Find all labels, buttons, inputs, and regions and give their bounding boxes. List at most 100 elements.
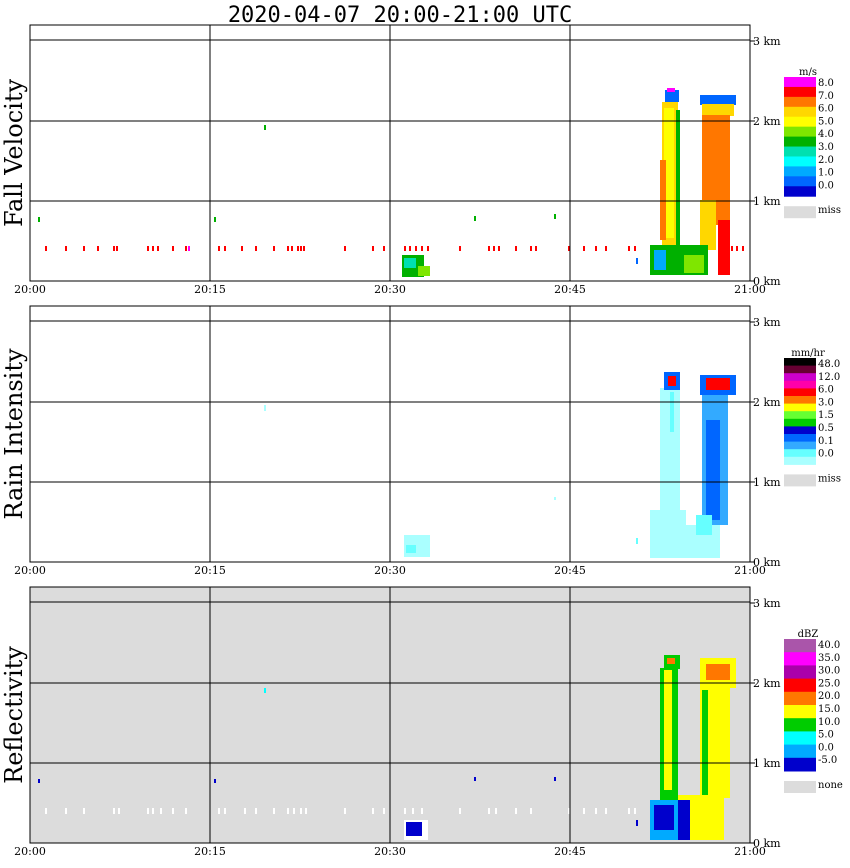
fallspeed-speckle — [116, 246, 118, 251]
panel-1: 0 km 1 km 2 km 3 km 20:00 20:15 20:30 20:45 21:0… — [0, 305, 841, 577]
fallspeed-speckle — [568, 246, 570, 251]
reflectivity-speckle — [383, 808, 385, 814]
fallspeed-speckle — [554, 214, 556, 219]
fallspeed-speckle — [583, 246, 585, 251]
column-1-base — [654, 250, 666, 270]
colorbar-swatch — [784, 380, 816, 389]
colorbar-label: -5.0 — [818, 755, 837, 766]
time-tick-label: 20:15 — [194, 845, 226, 858]
plot-frame — [29, 305, 751, 563]
column-2-base — [684, 255, 704, 273]
reflectivity-speckle — [287, 808, 289, 814]
column-2-top — [702, 104, 734, 116]
reflectivity-speckle — [172, 808, 174, 814]
height-tick-label: 0 km — [753, 556, 781, 569]
reflectivity-speckle — [515, 808, 517, 814]
time-tick-label: 21:00 — [734, 845, 766, 858]
fallspeed-speckle — [185, 246, 187, 251]
colorbar-swatch — [784, 757, 816, 772]
reflectivity-speckle — [412, 808, 414, 814]
fallspeed-speckle — [488, 246, 490, 251]
reflectivity-speckle — [113, 808, 115, 814]
column-1-top — [667, 658, 675, 664]
colorbar-swatch — [784, 731, 816, 746]
colorbar-label: 6.0 — [818, 104, 834, 115]
reflectivity-speckle — [244, 808, 246, 814]
column-1-base — [654, 805, 674, 830]
column-1-top — [667, 88, 675, 92]
reflectivity-speckle — [530, 808, 532, 814]
column-2-base — [678, 800, 690, 840]
colorbar-swatch — [784, 456, 816, 465]
colorbar-swatch — [784, 403, 816, 412]
fallspeed-speckle — [459, 246, 461, 251]
colorbar-swatch — [784, 136, 816, 148]
colorbar-label: 4.0 — [818, 129, 834, 140]
time-tick-label: 20:00 — [14, 845, 46, 858]
fallspeed-speckle — [147, 246, 149, 251]
fallspeed-speckle — [530, 246, 532, 251]
height-tick-label: 0 km — [753, 837, 781, 850]
fallspeed-speckle — [218, 246, 220, 251]
colorbar-unit: dBZ — [798, 629, 819, 640]
reflectivity-speckle — [293, 808, 295, 814]
plot-frame — [29, 24, 751, 282]
colorbar-label: 12.0 — [818, 372, 840, 383]
panel-0: 0 km 1 km 2 km 3 km 20:00 20:15 20:30 20:45 21:0… — [0, 24, 841, 296]
colorbar-swatch — [784, 106, 816, 118]
time-tick-label: 20:45 — [554, 845, 586, 858]
colorbar-unit: m/s — [799, 67, 817, 78]
fallspeed-speckle — [415, 246, 417, 251]
time-tick-label: 20:15 — [194, 283, 226, 296]
data-cells — [38, 88, 744, 277]
column-2-body — [706, 420, 720, 520]
colorbar-label: 1.0 — [818, 168, 834, 179]
fallspeed-speckle — [291, 246, 293, 251]
colorbar-label: 0.0 — [818, 449, 834, 460]
colorbar-missing-swatch — [784, 781, 816, 793]
panel-ylabel: Reflectivity — [0, 646, 28, 784]
fallspeed-blob — [404, 258, 416, 268]
height-tick-label: 3 km — [753, 35, 781, 48]
fallspeed-speckle — [344, 246, 346, 251]
fallspeed-speckle — [628, 246, 630, 251]
reflectivity-speckle — [605, 808, 607, 814]
colorbar-swatch — [784, 639, 816, 653]
fallspeed-speckle — [241, 246, 243, 251]
reflectivity-speckle — [38, 779, 40, 783]
reflectivity-speckle — [305, 808, 307, 814]
column-1-edge — [676, 110, 680, 250]
colorbar-swatch — [784, 678, 816, 693]
panel-2: 0 km 1 km 2 km 3 km 20:00 20:15 20:30 20:45 21:0… — [0, 586, 843, 858]
fallspeed-speckle — [427, 246, 429, 251]
column-2-edge — [718, 220, 730, 275]
time-tick-label: 20:45 — [554, 283, 586, 296]
colorbar-label: 5.0 — [818, 730, 834, 741]
chart-title: 2020-04-07 20:00-21:00 UTC — [228, 3, 572, 28]
colorbar-swatch — [784, 358, 816, 367]
fallspeed-speckle — [264, 125, 266, 130]
colorbar-swatch — [784, 86, 816, 98]
fallspeed-speckle — [498, 246, 500, 251]
colorbar-swatch — [784, 96, 816, 108]
panel-ylabel: Rain Intensity — [0, 348, 28, 520]
fallspeed-speckle — [736, 246, 738, 251]
height-tick-label: 3 km — [753, 316, 781, 329]
colorbar-missing-swatch — [784, 474, 816, 487]
rain-speckle — [636, 538, 638, 544]
colorbar-swatch — [784, 116, 816, 128]
reflectivity-speckle — [65, 808, 67, 814]
fallspeed-speckle — [255, 246, 257, 251]
time-tick-label: 20:45 — [554, 564, 586, 577]
colorbar-label: 15.0 — [818, 704, 840, 715]
fallspeed-speckle — [273, 246, 275, 251]
data-cells — [264, 372, 736, 558]
reflectivity-speckle — [404, 808, 406, 814]
colorbar-label: 6.0 — [818, 385, 834, 396]
colorbar-missing-label: miss — [818, 473, 841, 484]
reflectivity-speckle — [45, 808, 47, 814]
reflectivity-speckle — [583, 808, 585, 814]
colorbar-unit: mm/hr — [791, 348, 825, 359]
column-1-body — [664, 670, 672, 790]
reflectivity-speckle — [118, 808, 120, 814]
